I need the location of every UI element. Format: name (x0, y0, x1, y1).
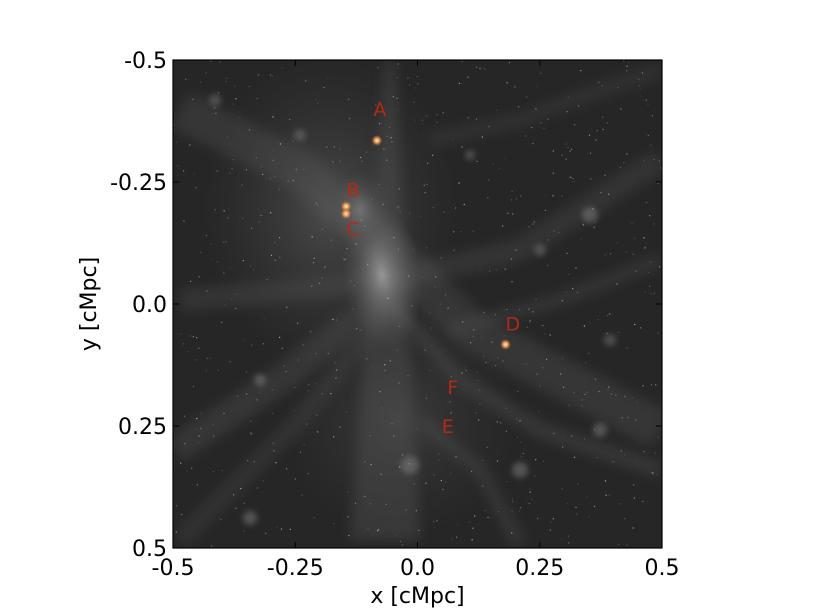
y-tick-label: 0.0 (132, 293, 167, 318)
plot-area: A BC D EF (172, 59, 663, 549)
y-tick-label: -0.25 (110, 171, 167, 196)
annotation-a: A (373, 99, 386, 121)
source-point (340, 208, 352, 220)
x-tick-label: 0.5 (645, 556, 680, 581)
annotation-f: F (447, 377, 458, 399)
density-image (173, 60, 662, 548)
x-axis-ticks: -0.5 -0.25 0.0 0.25 0.5 (152, 60, 680, 581)
annotation-e: E (442, 416, 454, 438)
annotation-c: C (346, 218, 359, 240)
annotation-b: B (346, 179, 359, 201)
source-point (500, 339, 512, 351)
y-tick-label: -0.5 (124, 49, 167, 74)
sources-layer (340, 135, 512, 351)
annotations-layer: A BC D EF (346, 99, 520, 438)
x-axis-label: x [cMpc] (370, 584, 464, 609)
y-axis-ticks: -0.5 -0.25 0.0 0.25 0.5 (110, 49, 662, 562)
annotation-d: D (506, 314, 521, 336)
y-axis-label: y [cMpc] (77, 257, 102, 351)
y-tick-label: 0.25 (118, 415, 167, 440)
y-tick-label: 0.5 (132, 537, 167, 562)
source-point (371, 135, 383, 147)
x-tick-label: -0.25 (267, 556, 324, 581)
x-tick-label: 0.25 (515, 556, 564, 581)
x-tick-label: 0.0 (400, 556, 435, 581)
x-tick-label: -0.5 (152, 556, 195, 581)
